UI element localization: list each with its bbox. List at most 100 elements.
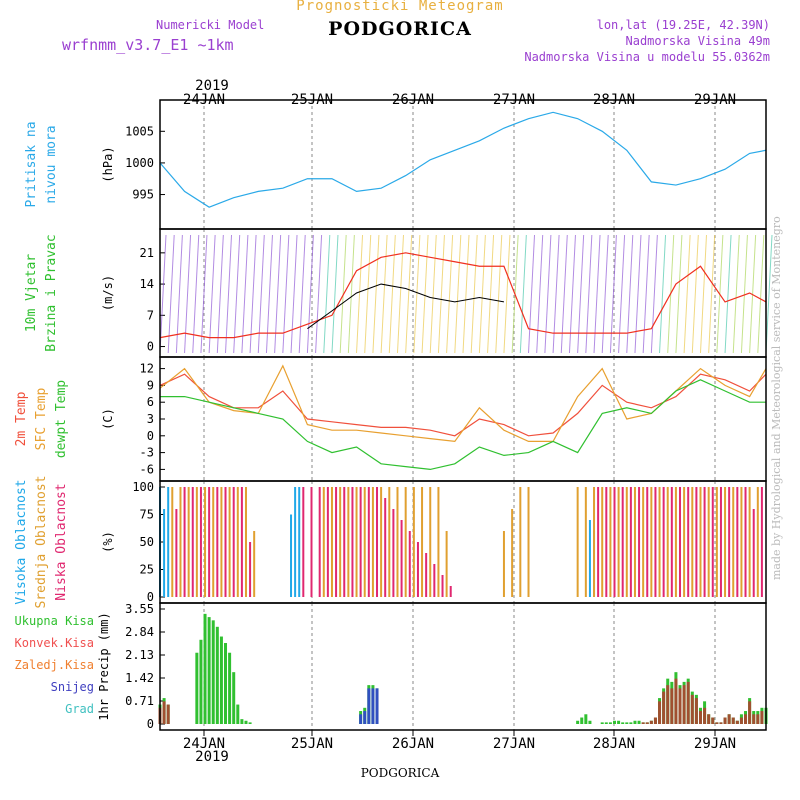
wind-barb <box>225 234 233 354</box>
clouds-bar <box>167 487 170 597</box>
clouds-bar <box>208 487 211 597</box>
clouds-bar <box>736 487 739 597</box>
location-title: PODGORICA <box>328 18 472 40</box>
clouds-y-tick: 100 <box>132 480 154 494</box>
wind-barb <box>208 234 216 354</box>
wind-barb <box>241 234 249 354</box>
panel-temperature <box>159 356 767 482</box>
clouds-bar <box>380 487 383 597</box>
wind-barb <box>200 234 208 354</box>
clouds-bar <box>601 487 604 597</box>
wind-barb <box>429 234 437 354</box>
clouds-y-label: Srednja Oblacnost <box>34 475 49 608</box>
clouds-bar <box>408 531 411 597</box>
precipitation-bar <box>363 711 367 724</box>
precipitation-bar <box>748 701 752 724</box>
precipitation-bar <box>715 722 719 724</box>
wind-barb <box>315 234 323 354</box>
wind-barb <box>560 234 568 354</box>
panel-pressure <box>159 99 767 230</box>
wind-barb <box>274 234 282 354</box>
clouds-bar <box>355 487 358 597</box>
clouds-y-tick: 25 <box>140 563 154 577</box>
precipitation-legend-label: Grad <box>65 702 94 716</box>
pressure-y-label: nivou mora <box>44 125 59 203</box>
clouds-bar <box>609 487 612 597</box>
precipitation-bar <box>703 707 707 724</box>
clouds-bar <box>719 487 722 597</box>
precipitation-bar <box>649 720 653 724</box>
clouds-bar <box>294 487 297 597</box>
precipitation-y-tick: 0.71 <box>125 694 154 708</box>
clouds-bar <box>629 487 632 597</box>
clouds-bar <box>171 487 174 597</box>
clouds-bar <box>445 531 448 597</box>
clouds-bar <box>318 487 321 597</box>
clouds-bar <box>441 575 444 597</box>
bottom-date-tick: 26JAN <box>392 736 434 752</box>
precipitation-y-tick: 0 <box>147 717 154 731</box>
clouds-bar <box>326 487 329 597</box>
precipitation-bar <box>666 685 670 724</box>
wind-barb <box>585 234 593 354</box>
precipitation-bar <box>711 717 715 724</box>
meteogram-title: Prognosticki Meteogram <box>296 0 504 14</box>
clouds-bar <box>343 487 346 597</box>
wind-barb <box>331 234 339 354</box>
clouds-bar <box>662 487 665 597</box>
clouds-bar <box>642 487 645 597</box>
wind-barb <box>290 234 298 354</box>
precipitation-y-tick: 3.55 <box>125 602 154 616</box>
clouds-bar <box>388 487 391 597</box>
clouds-bar <box>748 487 751 597</box>
wind-barb <box>470 234 478 354</box>
precipitation-bar <box>224 643 228 724</box>
pressure-y-tick: 1000 <box>125 156 154 170</box>
clouds-bar <box>425 553 428 597</box>
precipitation-bar <box>228 652 232 724</box>
wind-unit-label: (m/s) <box>101 275 115 311</box>
temperature-y-label: SFC Temp <box>34 388 49 451</box>
precipitation-bar <box>625 722 629 724</box>
precipitation-legend-label: Zaledj.Kisa <box>15 658 94 672</box>
wind-barb <box>282 234 290 354</box>
clouds-bar <box>322 487 325 597</box>
temperature-y-label: dewpt Temp <box>54 380 69 458</box>
precipitation-bar <box>698 711 702 724</box>
elevation-info: Nadmorska Visina 49m <box>625 34 771 48</box>
clouds-bar <box>163 509 166 597</box>
wind-barb <box>487 234 495 354</box>
wind-barb <box>437 234 445 354</box>
temperature-y-tick: 0 <box>147 429 154 443</box>
wind-y-tick: 7 <box>147 308 154 322</box>
wind-barb <box>347 234 355 354</box>
wind-barb <box>257 234 265 354</box>
precipitation-bar <box>731 717 735 724</box>
bottom-date-tick: 29JAN <box>694 736 736 752</box>
precipitation-bar <box>694 698 698 724</box>
clouds-bar <box>335 487 338 597</box>
bottom-year-label: 2019 <box>195 749 229 765</box>
wind-y-tick: 14 <box>140 277 154 291</box>
wind-barb <box>306 234 314 354</box>
clouds-bar <box>195 487 198 597</box>
wind-barb <box>405 234 413 354</box>
precipitation-unit-label: 1hr Precip (mm) <box>97 612 111 720</box>
precipitation-bar <box>375 688 379 724</box>
precipitation-bar <box>584 714 588 724</box>
precipitation-bar <box>621 722 625 724</box>
wind-barb <box>675 234 683 354</box>
clouds-bar <box>290 514 293 597</box>
wind-barb <box>708 234 716 354</box>
clouds-bar <box>232 487 235 597</box>
clouds-bar <box>605 487 608 597</box>
temperature-y-tick: -6 <box>140 462 154 476</box>
clouds-bar <box>302 487 305 597</box>
wind-barb <box>446 234 454 354</box>
wind-barb <box>642 234 650 354</box>
clouds-bar <box>666 487 669 597</box>
precipitation-bar <box>633 720 637 724</box>
temperature-y-tick: 6 <box>147 395 154 409</box>
precipitation-y-tick: 1.42 <box>125 671 154 685</box>
